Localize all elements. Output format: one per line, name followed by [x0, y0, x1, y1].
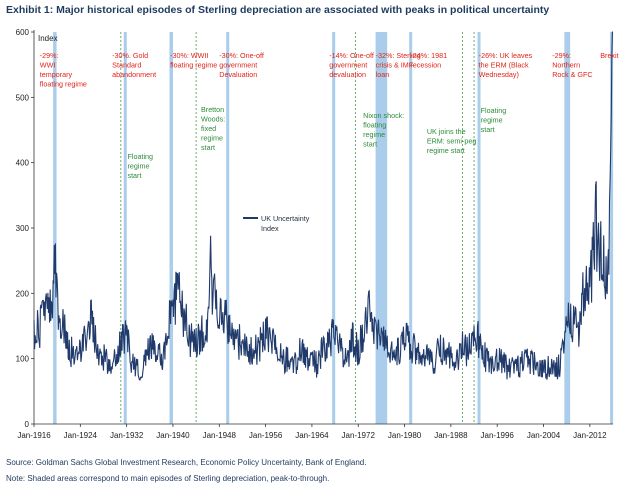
regime-annotation: fixed [201, 124, 216, 133]
depreciation-annotation: crisis & IMF [376, 61, 414, 70]
depreciation-band [375, 32, 388, 424]
y-tick-label: 100 [16, 355, 30, 364]
depreciation-annotation: -29%: [40, 51, 59, 60]
regime-annotation: UK joins the [427, 127, 466, 136]
depreciation-annotation: Devaluation [219, 70, 257, 79]
depreciation-annotation: Northern [552, 61, 580, 70]
depreciation-annotation: loan [376, 70, 390, 79]
x-tick-label: Jan-1932 [110, 431, 144, 440]
regime-annotation: Bretton [201, 105, 224, 114]
regime-annotation: regime start [427, 146, 465, 155]
x-tick-label: Jan-1996 [481, 431, 515, 440]
x-tick-label: Jan-2004 [527, 431, 561, 440]
regime-annotation: regime [127, 162, 149, 171]
depreciation-annotation: floating regime [40, 80, 87, 89]
regime-annotation: Floating [127, 152, 153, 161]
x-tick-label: Jan-1940 [156, 431, 190, 440]
series-layer [33, 31, 613, 381]
regime-annotation: floating [363, 121, 386, 130]
axes: 0 100 200 300 400 500 600 Jan-1916 Jan-1924 Jan-1… [16, 28, 613, 440]
x-tick-label: Jan-1972 [342, 431, 376, 440]
depreciation-annotation: -26%: UK leaves [479, 51, 533, 60]
regime-annotation: start [127, 171, 141, 180]
x-tick-label: Jan-2012 [573, 431, 607, 440]
depreciation-annotation: -30%: One-off [219, 51, 264, 60]
regime-annotation: regime [481, 116, 503, 125]
y-tick-label: 300 [16, 224, 30, 233]
x-tick-label: Jan-1924 [64, 431, 98, 440]
y-tick-label: 0 [25, 420, 30, 429]
chart-title: Exhibit 1: Major historical episodes of … [6, 4, 550, 16]
regime-annotation: regime [201, 134, 223, 143]
depreciation-annotation: -30%: WWII [170, 51, 208, 60]
depreciation-band [169, 32, 173, 424]
x-tick-label: Jan-1916 [17, 431, 51, 440]
depreciation-band [564, 32, 571, 424]
depreciation-annotation: abandonment [112, 70, 156, 79]
regime-annotation: start [481, 125, 495, 134]
regime-annotation: start [363, 140, 377, 149]
footnote: Note: Shaded areas correspond to main ep… [6, 474, 330, 483]
legend-label: UK Uncertainty [261, 214, 310, 223]
x-tick-label: Jan-1980 [388, 431, 422, 440]
depreciation-band [409, 32, 413, 424]
depreciation-band [477, 32, 481, 424]
regime-annotation: Woods: [201, 115, 225, 124]
depreciation-annotation: Rock & GFC [552, 70, 592, 79]
regime-lines [120, 32, 475, 424]
y-tick-label: 200 [16, 289, 30, 298]
regime-annotation: Nixon shock: [363, 111, 404, 120]
depreciation-band [53, 32, 57, 424]
x-tick-label: Jan-1956 [249, 431, 283, 440]
depreciation-annotation: WWI [40, 61, 56, 70]
depreciation-annotation: government [219, 61, 257, 70]
shaded-episodes [53, 32, 614, 424]
depreciation-annotation: temporary [40, 70, 73, 79]
depreciation-annotation: Wednesday) [479, 70, 519, 79]
y-axis-label: Index [38, 34, 58, 43]
depreciation-annotation: the ERM (Black [479, 61, 529, 70]
depreciation-annotation: -29%: [552, 51, 571, 60]
depreciation-annotation: recession [410, 61, 441, 70]
regime-annotation: Floating [481, 106, 507, 115]
depreciation-band [123, 32, 127, 424]
depreciation-band [226, 32, 230, 424]
depreciation-band [610, 32, 614, 424]
y-tick-label: 400 [16, 159, 30, 168]
legend-label: Index [261, 224, 279, 233]
depreciation-annotation: Standard [112, 61, 141, 70]
depreciation-annotation: devaluation [329, 70, 366, 79]
y-tick-label: 600 [16, 28, 30, 37]
regime-annotation: start [201, 143, 215, 152]
depreciation-annotation: government [329, 61, 367, 70]
depreciation-annotation: floating regime [170, 61, 217, 70]
depreciation-annotation: Brexit [600, 51, 618, 60]
x-tick-label: Jan-1988 [434, 431, 468, 440]
regime-annotation: ERM: semi-peg [427, 137, 477, 146]
depreciation-annotation: -32%: Sterling [376, 51, 421, 60]
depreciation-band [332, 32, 336, 424]
y-tick-label: 500 [16, 93, 30, 102]
source-note: Source: Goldman Sachs Global Investment … [6, 458, 367, 467]
depreciation-annotation: -14%: One-off [329, 51, 374, 60]
x-tick-label: Jan-1948 [203, 431, 237, 440]
depreciation-annotation: -30%. Gold [112, 51, 148, 60]
depreciation-annotation: -24%: 1981 [410, 51, 447, 60]
regime-annotation: regime [363, 130, 385, 139]
x-tick-label: Jan-1964 [295, 431, 329, 440]
line-chart: 0 100 200 300 400 500 600 Jan-1916 Jan-1924 Jan-1… [16, 28, 619, 440]
series-line [33, 31, 613, 381]
